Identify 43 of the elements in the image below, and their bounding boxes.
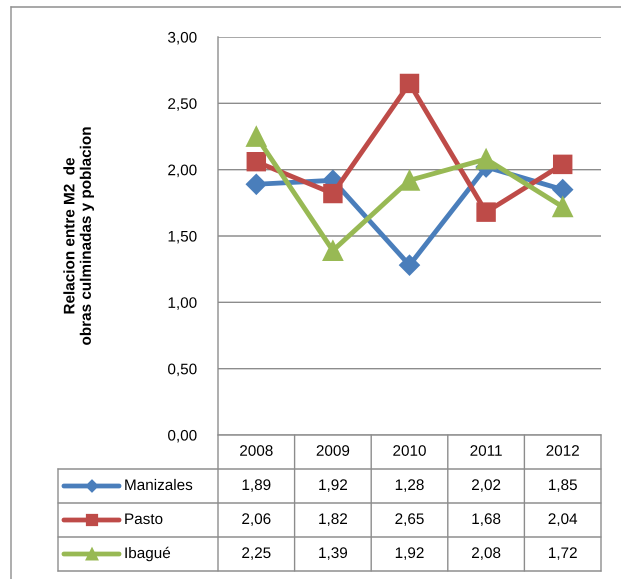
data-label: 2,65 — [395, 513, 424, 526]
point — [322, 240, 344, 262]
x-tick-label: 2011 — [470, 445, 502, 456]
point — [552, 196, 574, 218]
data-label: 1,89 — [242, 479, 270, 492]
data-label: 1,85 — [549, 479, 577, 492]
data-label: 1,92 — [396, 547, 424, 560]
data-label: 2,02 — [472, 479, 500, 492]
point — [476, 148, 497, 170]
x-tick-label: 2008 — [240, 445, 273, 456]
point — [400, 74, 420, 94]
y-tick-label: 0,50 — [168, 364, 197, 376]
point — [398, 254, 420, 276]
point — [246, 174, 267, 195]
data-label: 2,25 — [242, 547, 271, 560]
point — [552, 179, 574, 200]
data-label: 1,92 — [319, 479, 347, 492]
x-tick-label: 2010 — [393, 445, 426, 456]
y-tick-label: 1,00 — [168, 297, 197, 310]
y-tick-label: 3,00 — [168, 32, 197, 44]
x-tick-label: 2009 — [316, 445, 350, 456]
y-tick-label: 0,00 — [168, 430, 197, 442]
data-label: 1,28 — [396, 479, 424, 492]
legend-label: Pasto — [125, 513, 162, 524]
data-label: 2,04 — [548, 513, 578, 526]
point — [246, 126, 267, 147]
point — [323, 184, 343, 204]
y-tick-label: 2,50 — [168, 98, 197, 111]
y-tick-label: 1,50 — [168, 230, 197, 244]
legend-label: Ibagué — [125, 546, 170, 562]
data-label: 1,39 — [319, 547, 348, 560]
data-label: 1,82 — [319, 513, 347, 526]
data-label: 2,06 — [242, 513, 270, 526]
legend-label: Manizales — [125, 478, 192, 490]
point — [552, 154, 572, 174]
point — [246, 152, 266, 172]
y-axis-title: Relacion entre M2 de obras culminadas y poblacion — [63, 127, 94, 345]
data-label: 2,08 — [472, 547, 500, 560]
data-label: 1,68 — [472, 513, 500, 526]
data-label: 1,72 — [549, 547, 577, 560]
x-tick-label: 2012 — [546, 445, 579, 456]
y-tick-label: 2,00 — [168, 164, 197, 178]
point — [476, 202, 496, 222]
